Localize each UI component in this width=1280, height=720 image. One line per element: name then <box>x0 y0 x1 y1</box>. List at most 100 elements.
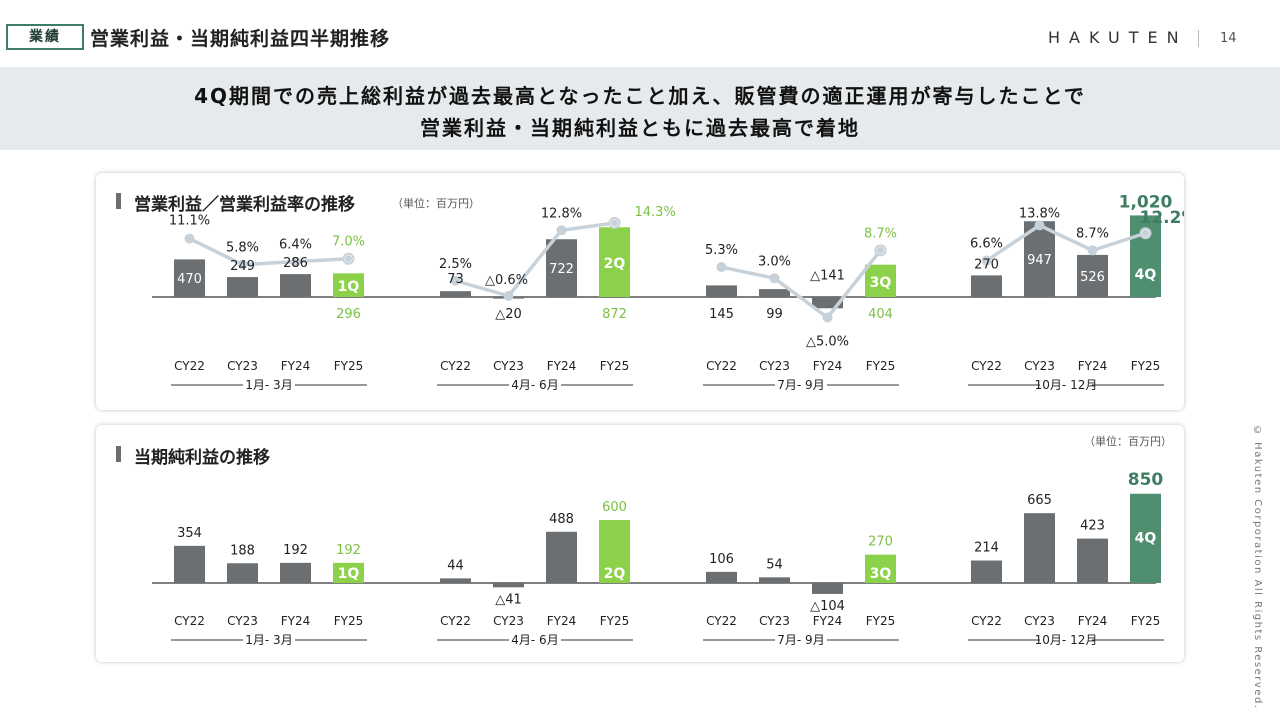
margin-point <box>556 225 567 236</box>
period-label: 10月- 12月 <box>1035 633 1098 647</box>
bar-value-label: 270 <box>868 535 893 550</box>
margin-label: 3.0% <box>758 254 791 269</box>
margin-label: 12.8% <box>541 206 582 221</box>
operating-profit-chart: CY22 CY23 FY24 FY25 1月- 3月 11.1% 5.8% 6.4% 7.0% 4… <box>152 192 1185 392</box>
x-tick-label: FY24 <box>281 614 311 628</box>
chart-title: 当期純利益の推移 <box>134 448 270 468</box>
margin-point-inner <box>345 255 352 263</box>
bar-value-label: △20 <box>495 307 522 322</box>
bar-value-label: 600 <box>602 500 627 515</box>
bar-value-label: △141 <box>810 269 845 284</box>
x-tick-label: FY25 <box>866 359 896 373</box>
bar-cy23-group-2 <box>493 583 524 588</box>
operating-profit-card: 営業利益／営業利益率の推移 （単位：百万円） CY22 CY23 FY24 FY25 1… <box>96 173 1184 410</box>
x-tick-label: FY25 <box>600 614 630 628</box>
bar-value-label: 526 <box>1080 270 1105 285</box>
bar-cy22-group-1 <box>174 545 205 583</box>
bar-value-label: 286 <box>283 256 308 271</box>
x-tick-label: FY24 <box>547 614 577 628</box>
x-tick-label: CY22 <box>174 359 205 373</box>
page-title: 営業利益・当期純利益四半期推移 <box>90 28 391 50</box>
x-tick-label: CY23 <box>493 359 524 373</box>
margin-point-inner <box>877 246 884 254</box>
margin-line <box>188 237 349 267</box>
x-tick-label: CY22 <box>440 359 471 373</box>
margin-point-inner <box>1142 229 1149 237</box>
margin-label: 5.8% <box>226 241 259 256</box>
margin-point <box>822 312 833 323</box>
bar-fy25-group-3 <box>865 264 896 297</box>
bar-fy25-group-2 <box>599 520 630 583</box>
bar-value-label: 423 <box>1080 519 1105 534</box>
title-marker <box>116 446 121 462</box>
margin-label: 6.6% <box>970 237 1003 252</box>
margin-point <box>450 275 461 286</box>
bar-cy22-group-4 <box>971 560 1002 583</box>
quarter-badge: 4Q <box>1135 267 1157 283</box>
x-tick-label: FY24 <box>813 614 843 628</box>
margin-point <box>503 290 514 301</box>
margin-point <box>237 259 248 270</box>
quarter-badge: 1Q <box>338 279 360 295</box>
bar-fy25-group-1 <box>333 273 364 297</box>
bar-value-label: 872 <box>602 307 627 322</box>
banner-line-2: 営業利益・当期純利益ともに過去最高で着地 <box>420 116 860 140</box>
margin-point <box>184 233 195 244</box>
bar-cy23-group-3 <box>759 289 790 297</box>
quarter-badge: 3Q <box>870 566 892 582</box>
net-income-card: 当期純利益の推移 （単位：百万円） CY22 CY23 FY24 FY25 1月- 3月… <box>96 425 1184 662</box>
x-tick-label: FY25 <box>1131 359 1161 373</box>
unit-label: （単位：百万円） <box>1084 435 1172 448</box>
x-tick-label: FY25 <box>334 359 364 373</box>
x-tick-label: FY24 <box>1078 614 1108 628</box>
bar-fy24-group-1 <box>280 274 311 297</box>
bar-cy22-group-4 <box>971 275 1002 297</box>
margin-label: 7.0% <box>332 235 365 250</box>
x-tick-label: CY22 <box>706 614 737 628</box>
page-number: 14 <box>1220 31 1237 46</box>
margin-label: 14.3% <box>635 205 676 220</box>
x-tick-label: FY25 <box>1131 614 1161 628</box>
bar-value-label: 54 <box>766 557 783 572</box>
bar-fy24-group-2 <box>546 531 577 583</box>
period-label: 4月- 6月 <box>511 378 558 392</box>
margin-point <box>981 255 992 266</box>
x-tick-label: FY24 <box>281 359 311 373</box>
bar-value-label: 722 <box>549 262 574 277</box>
bar-value-label: 354 <box>177 526 202 541</box>
margin-line <box>985 223 1147 263</box>
bar-value-label: 296 <box>336 307 361 322</box>
margin-label: 12.2% <box>1140 208 1185 228</box>
bar-cy22-group-2 <box>440 291 471 297</box>
period-label: 7月- 9月 <box>777 378 824 392</box>
quarter-badge: 1Q <box>338 566 360 582</box>
x-tick-label: CY23 <box>1024 359 1055 373</box>
hakuten-logo: HAKUTEN <box>1048 28 1188 47</box>
x-tick-label: FY24 <box>813 359 843 373</box>
period-label: 1月- 3月 <box>245 378 292 392</box>
bar-value-label: 270 <box>974 257 999 272</box>
margin-point <box>290 256 301 267</box>
bar-cy22-group-2 <box>440 578 471 583</box>
bar-value-label: 188 <box>230 543 255 558</box>
bar-cy22-group-3 <box>706 571 737 583</box>
bar-value-label: 192 <box>283 543 308 558</box>
bar-value-label: 1,020 <box>1119 192 1173 212</box>
period-label: 7月- 9月 <box>777 633 824 647</box>
bar-value-label: 850 <box>1128 470 1164 490</box>
bar-value-label: 249 <box>230 259 255 274</box>
margin-label: △0.6% <box>485 273 528 288</box>
title-marker <box>116 193 121 209</box>
x-tick-label: CY22 <box>706 359 737 373</box>
bar-value-label: △41 <box>495 592 522 607</box>
net-income-chart: CY22 CY23 FY24 FY25 1月- 3月 354 188 192 1Q 192 CY22… <box>152 470 1164 647</box>
bar-value-label: 106 <box>709 552 734 567</box>
bar-cy23-group-3 <box>759 577 790 583</box>
x-tick-label: FY24 <box>1078 359 1108 373</box>
x-tick-label: CY23 <box>759 614 790 628</box>
section-tag: 業績 <box>6 24 84 50</box>
period-label: 10月- 12月 <box>1035 378 1098 392</box>
header-divider <box>1198 30 1199 47</box>
chart-title: 営業利益／営業利益率の推移 <box>134 195 355 215</box>
margin-label: 13.8% <box>1019 206 1060 221</box>
